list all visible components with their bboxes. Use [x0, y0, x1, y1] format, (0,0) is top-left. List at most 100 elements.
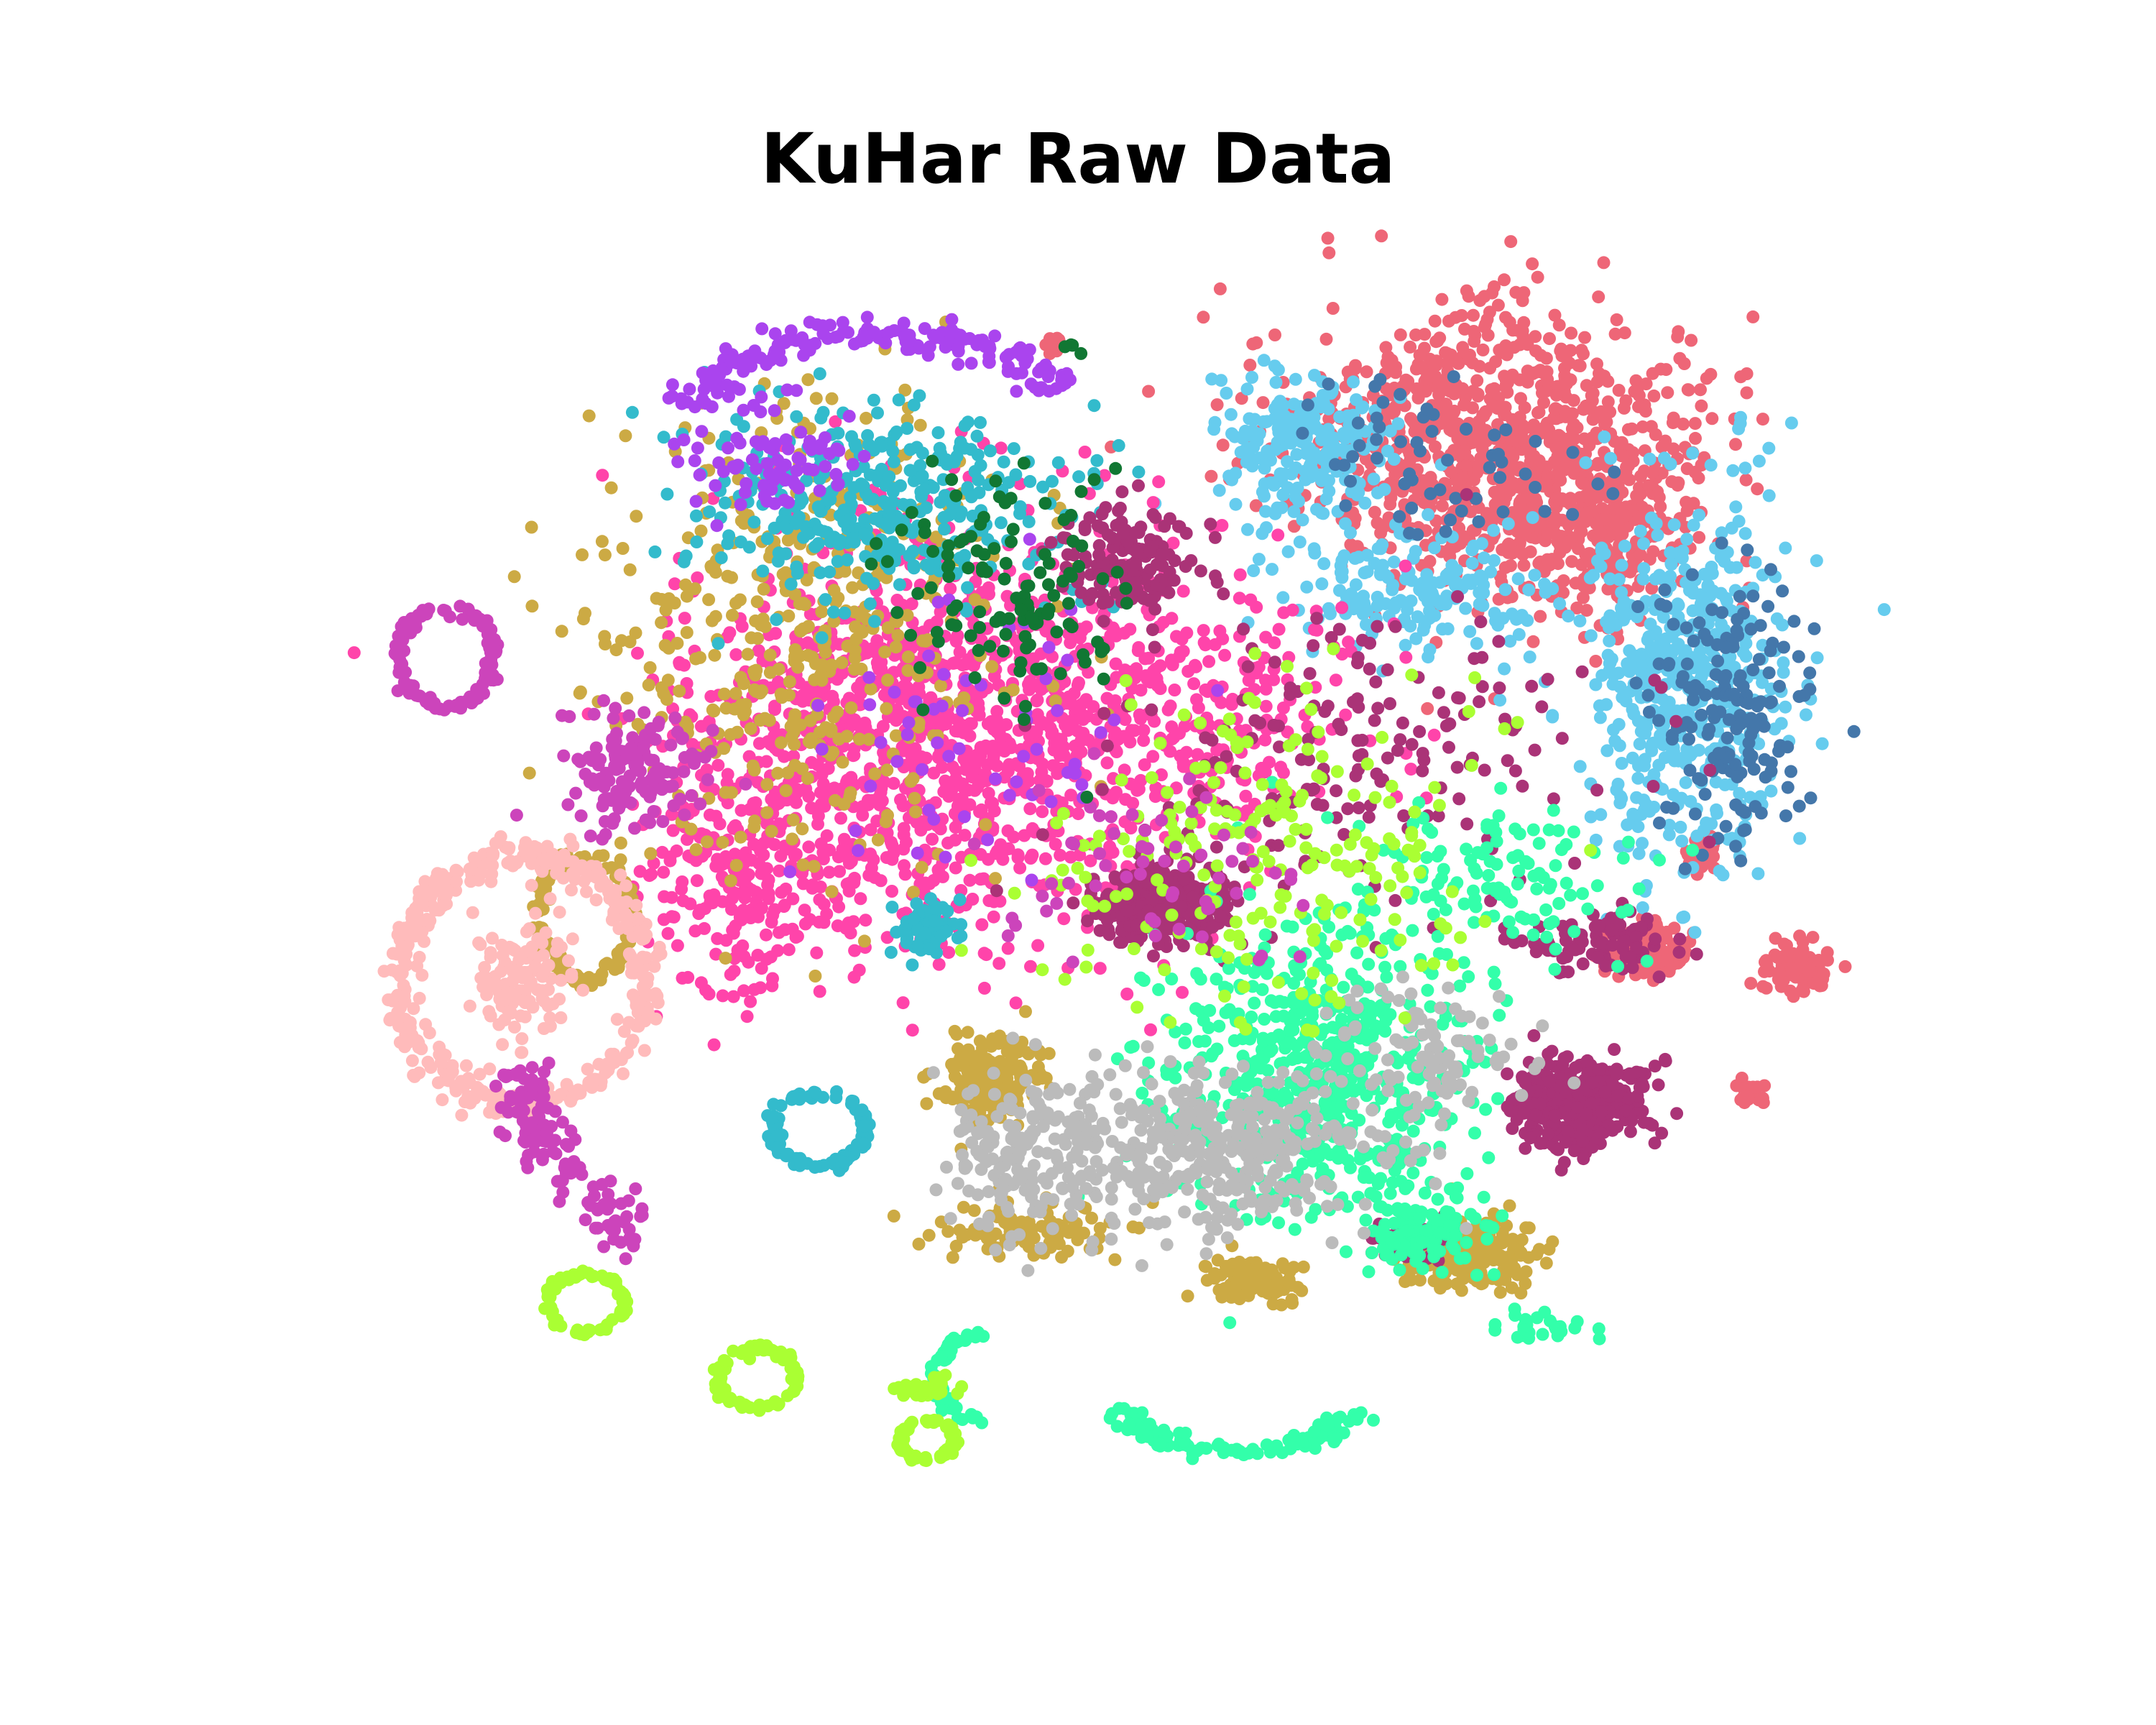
scatter-point [1344, 526, 1357, 540]
scatter-point [1662, 658, 1675, 672]
scatter-points [347, 229, 1891, 1468]
scatter-point [1688, 807, 1702, 821]
scatter-point [1671, 597, 1685, 611]
scatter-point [1473, 359, 1486, 373]
scatter-point [1143, 676, 1157, 689]
scatter-point [1142, 651, 1156, 665]
scatter-point [942, 946, 956, 960]
scatter-point [1634, 525, 1647, 538]
scatter-point [1023, 802, 1037, 816]
scatter-point [1711, 654, 1725, 668]
scatter-point [859, 914, 872, 927]
scatter-point [783, 675, 796, 689]
scatter-point [796, 688, 810, 702]
scatter-point [849, 632, 863, 646]
scatter-point [708, 648, 722, 662]
scatter-point [1513, 373, 1526, 387]
scatter-point [1117, 730, 1130, 743]
scatter-point [1781, 740, 1795, 754]
scatter-point [1498, 273, 1511, 287]
scatter-point [1368, 505, 1381, 519]
scatter-point [1353, 438, 1366, 452]
scatter-point [1271, 528, 1285, 542]
scatter-point [1744, 622, 1758, 636]
scatter-point [1473, 597, 1486, 611]
scatter-point [1665, 475, 1679, 489]
scatter-point [1217, 1282, 1231, 1295]
scatter-point [1557, 574, 1570, 587]
scatter-point [1399, 559, 1412, 573]
scatter-point [1326, 302, 1340, 315]
scatter-point [1253, 427, 1266, 441]
scatter-point [1348, 362, 1362, 375]
scatter-point [1011, 851, 1025, 865]
scatter-point [1733, 417, 1747, 431]
scatter-point [985, 797, 999, 811]
scatter-point [1321, 231, 1335, 245]
scatter-point [1621, 423, 1635, 436]
scatter-point [1646, 466, 1659, 479]
scatter-point [932, 957, 946, 971]
scatter-point [1595, 513, 1608, 527]
scatter-point [1807, 622, 1821, 635]
scatter-point [1796, 935, 1810, 949]
scatter-point [716, 835, 729, 849]
scatter-point [864, 847, 877, 861]
scatter-point [1758, 753, 1772, 766]
scatter-point [1749, 718, 1763, 732]
scatter-point [1537, 421, 1551, 435]
scatter-point [839, 850, 852, 863]
scatter-point [1322, 474, 1335, 487]
scatter-point [734, 830, 747, 844]
scatter-point [790, 786, 803, 799]
scatter-point [1610, 313, 1623, 326]
scatter-point [963, 1071, 977, 1085]
scatter-point [1170, 630, 1183, 643]
scatter-point [347, 646, 361, 660]
scatter-point [1292, 494, 1305, 508]
scatter-point [1792, 650, 1805, 663]
scatter-point [1587, 569, 1600, 582]
scatter-point [707, 1038, 721, 1052]
scatter-point [871, 833, 885, 847]
scatter-point [1514, 546, 1528, 560]
scatter-point [749, 796, 763, 809]
scatter-point [1703, 722, 1716, 736]
scatter-point [1534, 349, 1547, 362]
scatter-point [1187, 677, 1201, 691]
scatter-point [702, 593, 716, 607]
scatter-point [1220, 387, 1233, 400]
scatter-point [754, 618, 768, 632]
scatter-point [684, 822, 698, 836]
scatter-point [915, 860, 929, 874]
scatter-point [1527, 418, 1541, 432]
scatter-point [1247, 564, 1261, 577]
scatter-point [1553, 597, 1567, 610]
scatter-point [1281, 545, 1295, 558]
scatter-point [1078, 446, 1092, 459]
scatter-point [1428, 314, 1442, 328]
scatter-point [1322, 423, 1335, 436]
scatter-point [1446, 420, 1459, 433]
scatter-point [1496, 505, 1510, 519]
scatter-point [1590, 357, 1603, 371]
scatter-point [1437, 407, 1451, 420]
scatter-point [1045, 727, 1059, 741]
scatter-point [1497, 404, 1511, 417]
scatter-point [1573, 614, 1587, 627]
scatter-point [1057, 740, 1070, 754]
scatter-point [992, 957, 1006, 970]
scatter-point [719, 934, 733, 947]
scatter-point [1573, 527, 1587, 540]
scatter-point [837, 832, 851, 846]
scatter-point [1677, 357, 1691, 370]
scatter-point [768, 838, 781, 852]
scatter-point [1388, 483, 1401, 497]
scatter-point [694, 719, 708, 733]
scatter-point [890, 594, 904, 607]
scatter-point [1719, 819, 1733, 833]
scatter-point [1424, 471, 1437, 484]
scatter-point [1637, 562, 1651, 575]
scatter-point [1399, 650, 1413, 664]
scatter-point [1687, 497, 1700, 510]
